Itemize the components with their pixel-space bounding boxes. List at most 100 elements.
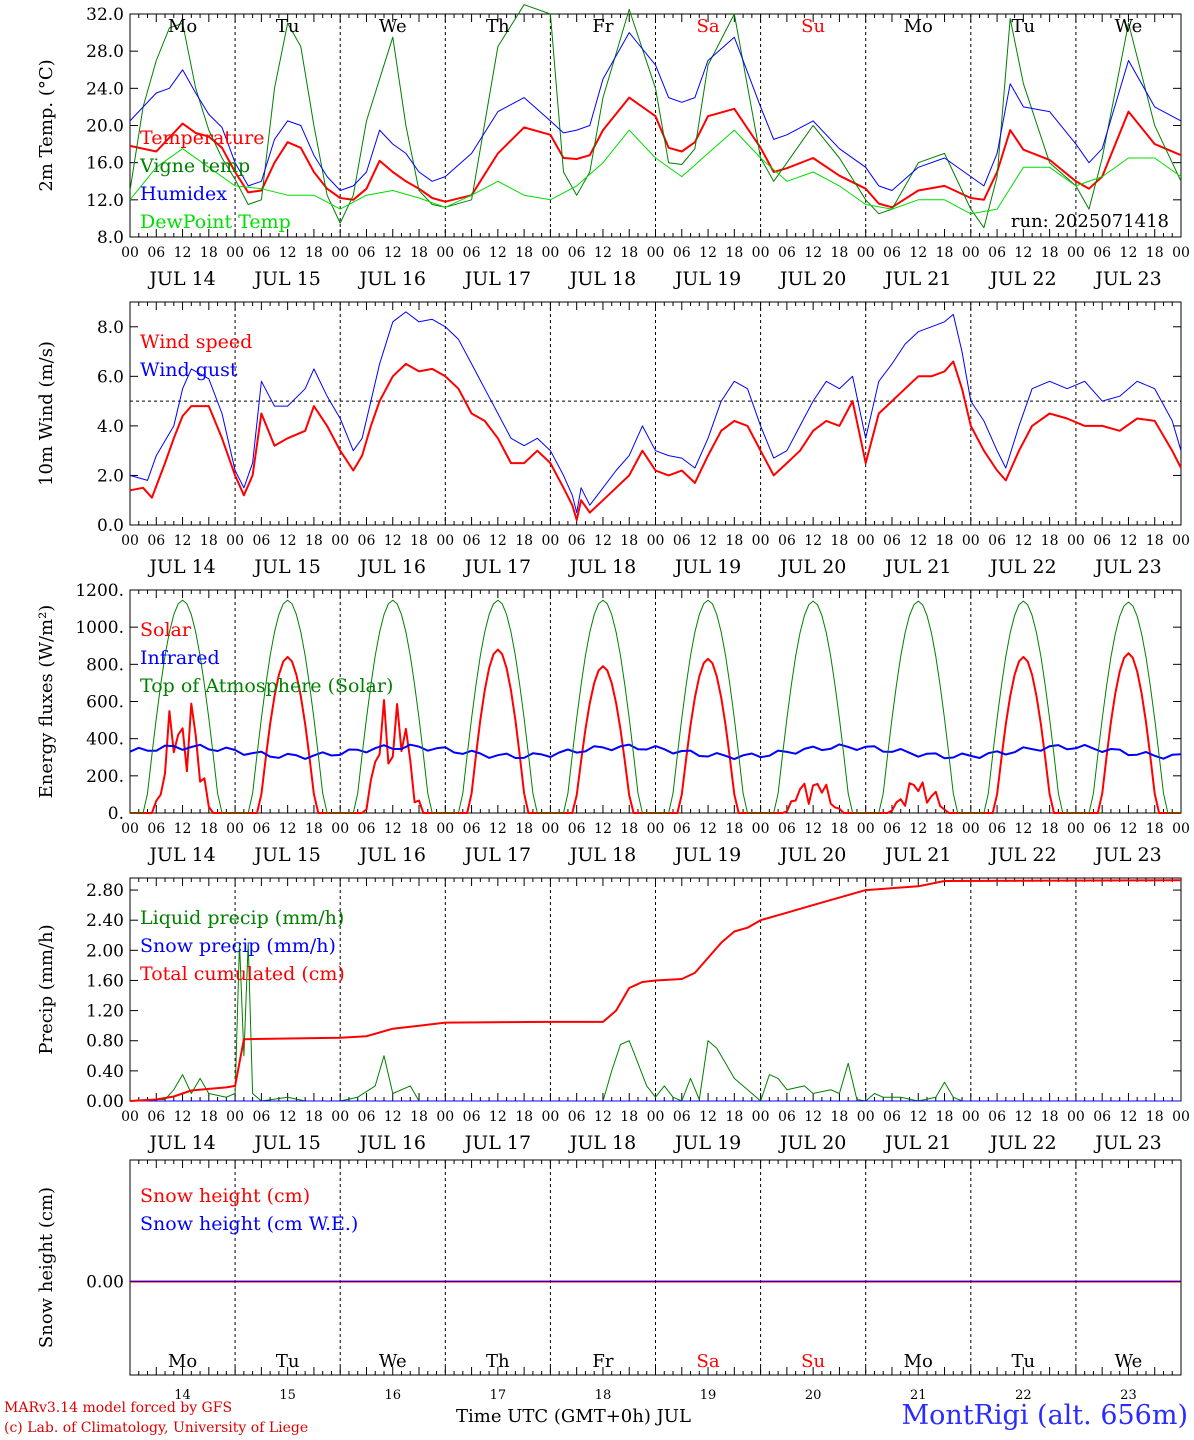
series-line <box>129 879 1182 1102</box>
hour-label: 12 <box>384 1109 402 1125</box>
hour-label: 12 <box>1120 245 1138 261</box>
hour-label: 00 <box>121 821 139 837</box>
hour-label: 18 <box>936 533 954 549</box>
day-number: 18 <box>595 1388 612 1403</box>
hour-label: 18 <box>725 821 743 837</box>
hour-label: 06 <box>147 533 165 549</box>
day-name: Th <box>486 1351 510 1372</box>
hour-label: 18 <box>305 533 323 549</box>
date-label: JUL 15 <box>252 556 320 578</box>
hour-label: 12 <box>489 1109 507 1125</box>
y-axis-label: 2m Temp. (°C) <box>36 59 57 191</box>
date-label: JUL 16 <box>358 1132 426 1154</box>
hour-label: 18 <box>200 1109 218 1125</box>
y-tick-label: 16.0 <box>86 154 124 174</box>
hour-label: 12 <box>1120 533 1138 549</box>
hour-label: 18 <box>936 1109 954 1125</box>
date-label: JUL 19 <box>673 268 741 290</box>
hour-label: 00 <box>541 821 559 837</box>
date-label: JUL 22 <box>988 844 1056 866</box>
y-tick-label: 0.80 <box>86 1032 124 1052</box>
legend-entry: Humidex <box>140 183 227 205</box>
y-tick-label: 4.0 <box>97 417 124 437</box>
series-line <box>129 96 1182 209</box>
day-number: 19 <box>700 1388 717 1403</box>
hour-label: 12 <box>174 821 192 837</box>
date-label: JUL 17 <box>463 268 531 290</box>
hour-label: 06 <box>883 821 901 837</box>
hour-label: 06 <box>988 821 1006 837</box>
date-label: JUL 20 <box>778 1132 846 1154</box>
hour-label: 00 <box>226 1109 244 1125</box>
hour-label: 12 <box>699 533 717 549</box>
hour-label: 18 <box>831 821 849 837</box>
hour-label: 18 <box>725 533 743 549</box>
date-label: JUL 18 <box>568 268 636 290</box>
hour-label: 18 <box>1146 533 1164 549</box>
day-name: Su <box>801 1351 825 1372</box>
date-label: JUL 22 <box>988 1132 1056 1154</box>
date-label: JUL 17 <box>463 1132 531 1154</box>
hour-label: 18 <box>725 245 743 261</box>
hour-label: 18 <box>515 1109 533 1125</box>
hour-label: 06 <box>673 821 691 837</box>
hour-label: 12 <box>594 821 612 837</box>
legend-entry: Solar <box>140 619 192 641</box>
hour-label: 00 <box>541 533 559 549</box>
hour-label: 06 <box>988 245 1006 261</box>
hour-label: 00 <box>857 533 875 549</box>
hour-label: 12 <box>699 245 717 261</box>
day-name: We <box>379 16 407 37</box>
series-line <box>129 942 1181 1102</box>
hour-label: 18 <box>620 1109 638 1125</box>
hour-label: 06 <box>358 821 376 837</box>
hour-label: 12 <box>384 821 402 837</box>
date-label: JUL 23 <box>1093 556 1161 578</box>
legend-entry: Wind gust <box>140 359 238 381</box>
legend-entry: Snow height (cm W.E.) <box>140 1213 358 1235</box>
y-tick-label: 8.0 <box>97 228 124 248</box>
date-label: JUL 23 <box>1093 268 1161 290</box>
hour-label: 12 <box>1014 245 1032 261</box>
hour-label: 00 <box>226 245 244 261</box>
hour-label: 00 <box>1067 821 1085 837</box>
y-tick-label: 24.0 <box>86 79 124 99</box>
date-label: JUL 14 <box>147 844 215 866</box>
hour-label: 06 <box>463 821 481 837</box>
hour-label: 18 <box>1146 1109 1164 1125</box>
hour-label: 00 <box>436 1109 454 1125</box>
station-name: MontRigi (alt. 656m) <box>901 1400 1188 1431</box>
hour-label: 06 <box>673 1109 691 1125</box>
date-label: JUL 19 <box>673 556 741 578</box>
hour-label: 12 <box>804 533 822 549</box>
y-axis-label: 10m Wind (m/s) <box>36 341 57 486</box>
date-label: JUL 15 <box>252 844 320 866</box>
date-label: JUL 16 <box>358 844 426 866</box>
hour-label: 12 <box>804 821 822 837</box>
hour-label: 00 <box>962 533 980 549</box>
hour-label: 18 <box>1041 1109 1059 1125</box>
hour-label: 00 <box>1172 245 1190 261</box>
hour-label: 06 <box>568 821 586 837</box>
day-name: We <box>1115 1351 1143 1372</box>
hour-label: 06 <box>252 1109 270 1125</box>
date-label: JUL 22 <box>988 268 1056 290</box>
hour-label: 18 <box>200 821 218 837</box>
hour-label: 18 <box>620 533 638 549</box>
hour-label: 18 <box>410 821 428 837</box>
date-label: JUL 18 <box>568 1132 636 1154</box>
hour-label: 06 <box>1093 245 1111 261</box>
lab-credit: (c) Lab. of Climatology, University of L… <box>4 1420 309 1436</box>
y-tick-label: 32.0 <box>86 5 124 25</box>
hour-label: 12 <box>1120 1109 1138 1125</box>
hour-label: 12 <box>909 245 927 261</box>
hour-label: 00 <box>226 821 244 837</box>
hour-label: 12 <box>174 1109 192 1125</box>
hour-label: 00 <box>752 245 770 261</box>
series-line <box>129 311 1182 514</box>
date-label: JUL 18 <box>568 556 636 578</box>
hour-label: 06 <box>358 245 376 261</box>
date-label: JUL 22 <box>988 556 1056 578</box>
panel-frame-0 <box>129 13 1182 238</box>
